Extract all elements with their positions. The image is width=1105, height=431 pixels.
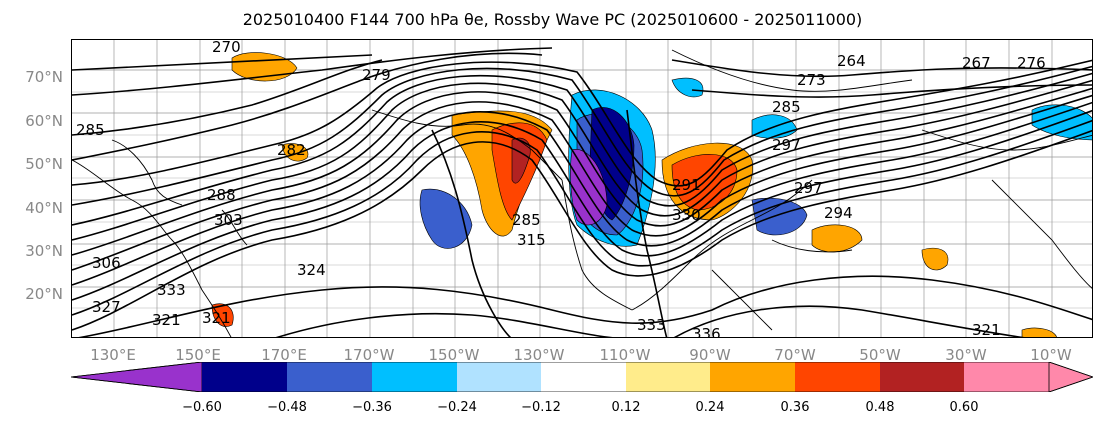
contour-label: 303 — [214, 211, 243, 229]
lon-label-130w: 130°W — [513, 346, 565, 364]
contour-label: 321 — [152, 311, 181, 329]
contour-label: 282 — [277, 141, 306, 159]
colorbar-tick: 0.48 — [865, 400, 895, 415]
colorbar-tick: −0.60 — [182, 400, 222, 415]
colorbar-tick: 0.24 — [695, 400, 725, 415]
colorbar-tick: 0.60 — [949, 400, 979, 415]
contour-label: 288 — [207, 186, 236, 204]
contour-label: 276 — [1017, 54, 1046, 72]
colorbar-tick: 0.36 — [780, 400, 810, 415]
contour-label: 273 — [797, 71, 826, 89]
colorbar-tick: −0.36 — [352, 400, 392, 415]
colorbar-segment — [372, 362, 457, 392]
map-canvas: 270 279 282 285 288 285 306 303 297 333 … — [72, 40, 1092, 338]
contour-label: 333 — [157, 281, 186, 299]
contour-label: 297 — [794, 179, 823, 197]
lon-label-10w: 10°W — [1030, 346, 1072, 364]
colorbar — [71, 362, 1093, 392]
coastlines — [72, 49, 1092, 337]
lat-label-40n: 40°N — [25, 199, 63, 217]
lon-label-90w: 90°W — [689, 346, 731, 364]
colorbar-segment — [710, 362, 795, 392]
colorbar-tick: −0.48 — [267, 400, 307, 415]
colorbar-segment — [541, 362, 626, 392]
colorbar-segment — [202, 362, 287, 392]
shaded-anomalies — [211, 52, 1092, 337]
contour-label: 330 — [672, 206, 701, 224]
lat-label-30n: 30°N — [25, 242, 63, 260]
contour-label: 333 — [637, 316, 666, 334]
contour-labels: 270 279 282 285 288 285 306 303 297 333 … — [76, 40, 1046, 338]
colorbar-tick: −0.24 — [437, 400, 477, 415]
colorbar-segment — [1048, 362, 1093, 392]
contour-label: 324 — [297, 261, 326, 279]
contour-label: 321 — [972, 321, 1001, 338]
theta-e-contours — [72, 47, 1092, 337]
contour-label: 306 — [92, 254, 121, 272]
colorbar-segment — [964, 362, 1049, 392]
contour-label: 315 — [517, 231, 546, 249]
lat-label-60n: 60°N — [25, 112, 63, 130]
contour-label: 270 — [212, 40, 241, 56]
colorbar-segment — [795, 362, 880, 392]
contour-label: 264 — [837, 52, 866, 70]
colorbar-tick: 0.12 — [611, 400, 641, 415]
lon-label-170e: 170°E — [261, 346, 307, 364]
map-title: 2025010400 F144 700 hPa θe, Rossby Wave … — [242, 10, 863, 29]
contour-label: 267 — [962, 54, 991, 72]
contour-label: 285 — [76, 121, 105, 139]
lon-label-130e: 130°E — [90, 346, 136, 364]
contour-label: 321 — [202, 309, 231, 327]
contour-label: 285 — [772, 98, 801, 116]
lon-label-30w: 30°W — [945, 346, 987, 364]
contour-label: 294 — [824, 204, 853, 222]
colorbar-segment — [626, 362, 710, 392]
contour-label: 279 — [362, 66, 391, 84]
lat-label-70n: 70°N — [25, 68, 63, 86]
contour-label: 336 — [692, 325, 721, 338]
lon-label-150w: 150°W — [428, 346, 480, 364]
colorbar-segment — [880, 362, 964, 392]
lat-label-50n: 50°N — [25, 155, 63, 173]
contour-label: 291 — [672, 176, 701, 194]
colorbar-segment — [457, 362, 541, 392]
lat-label-20n: 20°N — [25, 285, 63, 303]
colorbar-segment — [287, 362, 372, 392]
contour-label: 297 — [772, 136, 801, 154]
contour-label: 285 — [512, 211, 541, 229]
colorbar-segment — [71, 362, 203, 392]
colorbar-tick: −0.12 — [521, 400, 561, 415]
lon-label-110w: 110°W — [599, 346, 651, 364]
map-panel: 270 279 282 285 288 285 306 303 297 333 … — [71, 39, 1093, 338]
lon-label-150e: 150°E — [175, 346, 221, 364]
contour-label: 327 — [92, 298, 121, 316]
lon-label-50w: 50°W — [859, 346, 901, 364]
lon-label-70w: 70°W — [774, 346, 816, 364]
lon-label-170w: 170°W — [343, 346, 395, 364]
